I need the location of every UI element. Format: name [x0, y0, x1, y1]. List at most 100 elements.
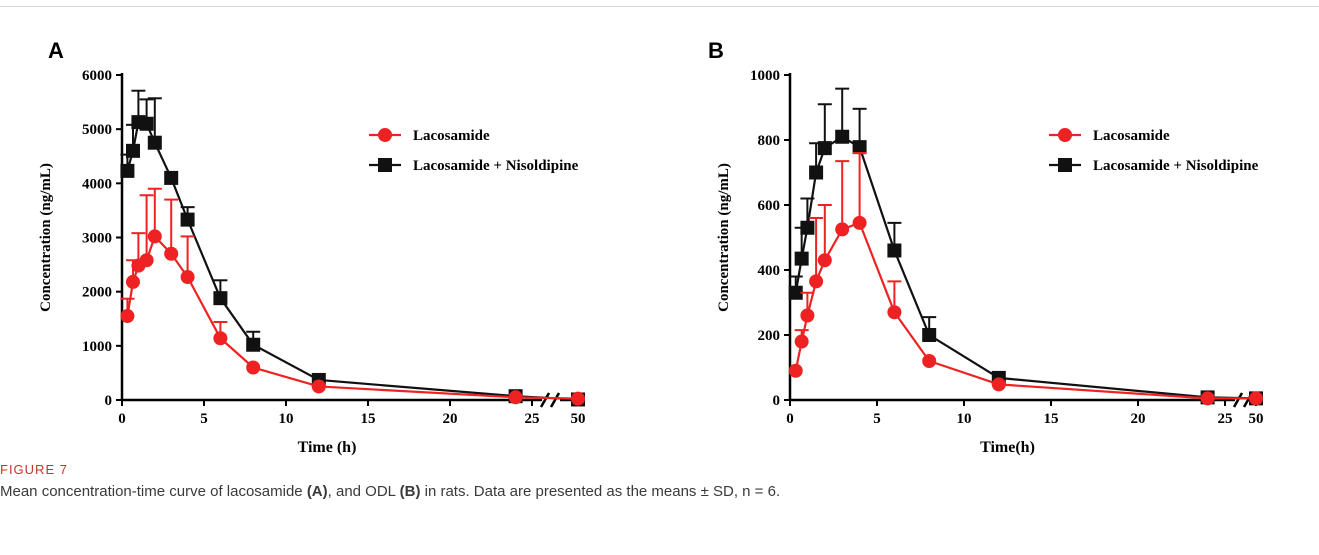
data-point: [213, 291, 228, 306]
axis-break-mark: [539, 392, 551, 408]
data-point: [1200, 391, 1215, 406]
legend-marker: [1058, 158, 1072, 172]
series-lacosamide-nisoldipine: [788, 87, 1263, 406]
data-point: [164, 246, 179, 261]
caption-part-1: Mean concentration-time curve of lacosam…: [0, 483, 307, 500]
legend: Lacosamide Lacosamide + Nisoldipine: [369, 128, 579, 174]
series-line: [794, 221, 1256, 400]
data-point: [788, 285, 803, 300]
caption-ref-b: (B): [399, 483, 421, 500]
data-point: [788, 363, 803, 378]
panel-label: B: [708, 38, 724, 63]
x-tick-label: 0: [786, 411, 794, 427]
data-point: [835, 222, 850, 237]
caption-part-3: in rats. Data are presented as the means…: [420, 483, 781, 500]
y-tick-label: 600: [758, 198, 781, 214]
data-point: [571, 391, 585, 406]
data-point: [139, 116, 154, 131]
y-tick-label: 5000: [82, 122, 112, 138]
x-tick-label: 15: [1044, 411, 1059, 427]
x-tick-label: 5: [200, 411, 208, 427]
chart-panel-a: A 0 1000 2000 3000 4000 5000 6000 0 5 10 15 20 25 50 Ti…: [38, 38, 586, 456]
figure-caption-text: Mean concentration-time curve of lacosam…: [0, 483, 1319, 500]
y-tick-label: 1000: [750, 68, 780, 84]
data-point: [852, 140, 867, 155]
y-tick-label: 800: [758, 133, 781, 149]
caption-ref-a: (A): [306, 483, 328, 500]
y-tick-label: 3000: [82, 231, 112, 247]
data-point: [809, 165, 824, 180]
data-point: [246, 360, 261, 375]
caption-part-2: , and ODL: [327, 483, 400, 500]
data-point: [817, 141, 832, 156]
data-point: [139, 253, 154, 268]
legend-label: Lacosamide + Nisoldipine: [1093, 158, 1259, 174]
data-point: [852, 215, 867, 230]
x-tick-label: 50: [1249, 411, 1264, 427]
x-axis-title: Time(h): [980, 439, 1035, 456]
data-point: [991, 377, 1006, 392]
data-point: [1249, 391, 1263, 406]
series-line: [794, 135, 1257, 400]
x-tick-label: 25: [1218, 411, 1233, 427]
series-line: [126, 234, 579, 400]
data-point: [794, 251, 809, 266]
data-point: [800, 308, 815, 323]
data-point: [180, 270, 195, 285]
y-tick-label: 0: [773, 393, 781, 409]
legend-marker: [378, 128, 392, 142]
data-point: [125, 143, 140, 158]
y-tick-label: 4000: [82, 176, 112, 192]
data-point: [180, 212, 195, 227]
data-point: [887, 305, 902, 320]
legend-label: Lacosamide: [1093, 128, 1170, 144]
data-point: [922, 354, 937, 368]
y-axis-title: Concentration (ng/mL): [716, 163, 732, 312]
legend-marker: [1058, 128, 1072, 142]
data-point: [120, 163, 135, 178]
x-tick-label: 50: [571, 411, 586, 427]
axis-break-mark: [1232, 392, 1244, 408]
data-point: [922, 328, 937, 342]
axis-break-mark: [549, 392, 561, 408]
data-point: [794, 334, 809, 349]
data-point: [508, 390, 523, 405]
x-axis-title: Time (h): [298, 439, 357, 456]
y-tick-label: 200: [758, 328, 781, 344]
data-point: [809, 274, 824, 289]
y-axis-title: Concentration (ng/mL): [38, 163, 54, 312]
y-tick-label: 0: [105, 393, 113, 409]
series-lacosamide-nisoldipine: [120, 89, 585, 407]
data-point: [164, 170, 179, 185]
data-point: [213, 331, 228, 346]
y-tick-label: 6000: [82, 68, 112, 84]
data-point: [125, 274, 140, 289]
x-tick-label: 5: [873, 411, 881, 427]
y-tick-label: 2000: [82, 285, 112, 301]
data-point: [311, 379, 326, 394]
data-point: [817, 253, 832, 268]
x-tick-label: 20: [443, 411, 458, 427]
data-point: [800, 220, 815, 235]
panel-label: A: [48, 38, 64, 63]
x-tick-label: 15: [361, 411, 376, 427]
y-tick-label: 1000: [82, 339, 112, 355]
data-point: [246, 337, 261, 352]
legend-label: Lacosamide: [413, 128, 490, 144]
y-tick-label: 400: [758, 263, 781, 279]
legend: Lacosamide Lacosamide + Nisoldipine: [1049, 128, 1259, 174]
figure-caption: FIGURE 7 Mean concentration-time curve o…: [0, 462, 1319, 500]
x-tick-label: 0: [118, 411, 126, 427]
series-lacosamide: [120, 187, 585, 406]
data-point: [120, 309, 135, 324]
series-lacosamide: [788, 152, 1263, 406]
x-tick-label: 25: [525, 411, 540, 427]
top-divider: [0, 6, 1319, 7]
figure-label: FIGURE 7: [0, 462, 68, 477]
legend-marker: [378, 158, 392, 172]
data-point: [835, 129, 850, 144]
chart-panel-b: B 0 200 400 600 800 1000 0 5 10 15 20 25 50 Time(h) Con…: [708, 38, 1264, 456]
data-point: [147, 135, 162, 150]
data-point: [147, 229, 162, 244]
legend-label: Lacosamide + Nisoldipine: [413, 158, 579, 174]
